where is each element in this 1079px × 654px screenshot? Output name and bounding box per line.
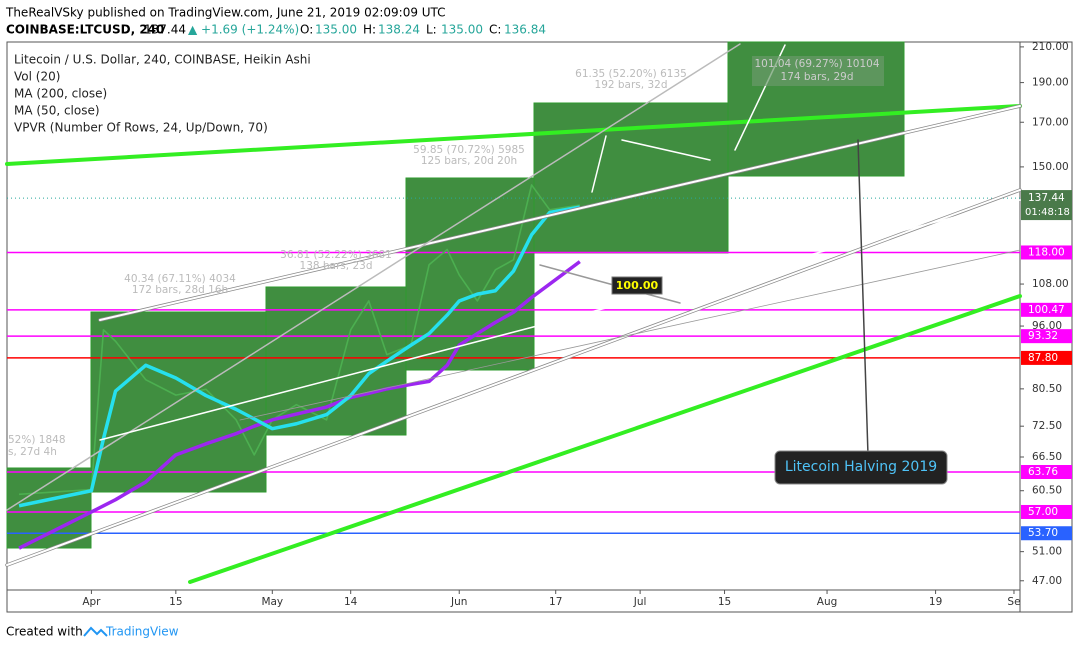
ohlc-value: 136.84 [504,23,546,37]
footer-text: Created with [6,625,83,639]
x-tick-label: Jul [633,596,647,608]
brand-logo [83,626,108,637]
x-tick-label: Aug [817,596,838,608]
x-tick-label: 15 [718,596,731,608]
trend-lines [5,43,1022,584]
annotation: 61.35 (52.20%) 6135 [575,68,687,80]
box [6,467,92,549]
arrow [591,135,607,193]
level-tag-label: 118.00 [1028,246,1065,258]
callout-pointer [857,139,869,456]
annotation: 40.34 (67.11%) 4034 [124,273,236,285]
last: 137.44 [144,23,186,37]
ohlc-label: L: [426,23,437,37]
box [405,177,535,371]
level-tag [1021,504,1072,519]
level-tag-label: 100.47 [1028,304,1065,316]
x-tick-label: Apr [82,596,101,608]
level-tag [1021,245,1072,260]
annotation: 172 bars, 28d 16h [132,284,228,296]
channel-line [239,249,1021,421]
series-line [19,184,580,496]
y-tick-label: 108.00 [1032,278,1069,290]
footer-brand[interactable]: TradingView [105,625,179,639]
level-tag [1021,329,1072,344]
annotation: 52%) 1848 [8,434,66,446]
y-tick-label: 80.50 [1032,383,1062,395]
level-tag-label: 63.76 [1028,466,1058,478]
ohlc: O: 135.00 H: 138.24 L: 135.00 C: 136.84 [300,23,546,37]
annotation: 101.04 (69.27%) 10104 [754,58,879,70]
annotation: s, 27d 4h [8,446,57,458]
level-tag-label: 57.00 [1028,506,1058,518]
legend-entry: MA (50, close) [14,104,100,118]
annotation: 125 bars, 20d 20h [421,155,517,167]
level-tag [1021,526,1072,541]
legend: Litecoin / U.S. Dollar, 240, COINBASE, H… [14,53,311,135]
trend-line [6,189,1021,566]
change: ▲ +1.69 (+1.24%) [188,23,299,37]
annotation: 36.81 (52.22%) 3681 [280,249,392,261]
legend-entry: Vol (20) [14,70,60,84]
level-tag-label: 93.32 [1028,330,1058,342]
ohlc-label: H: [363,23,376,37]
y-tick-label: 150.00 [1032,161,1069,173]
x-tick-label: 19 [929,596,942,608]
y-tick-label: 96.00 [1032,320,1062,332]
price-label: 100.00 [616,279,659,292]
ohlc-label: C: [489,23,501,37]
y-tick-label: 210.00 [1032,41,1069,53]
ohlc-label: O: [300,23,313,37]
y-tick-label: 170.00 [1032,116,1069,128]
callout-text: Litecoin Halving 2019 [785,459,937,475]
trend-line [99,105,1021,321]
last-price-label: 137.44 [1028,192,1065,204]
y-tick-label: 72.50 [1032,420,1062,432]
trend-line [188,294,1022,584]
level-tag-label: 53.70 [1028,527,1058,539]
level-tag-label: 87.80 [1028,352,1058,364]
annotations: 52%) 1848 s, 27d 4h 40.34 (67.11%) 4034 … [8,56,948,485]
ohlc-value: 135.00 [441,23,483,37]
trend-line [5,104,1022,166]
box [265,286,407,436]
x-tick-label: 17 [549,596,562,608]
x-tick-label: 15 [169,596,182,608]
callout-box [774,450,948,485]
y-tick-label: 60.50 [1032,485,1062,497]
channel-line [539,264,681,304]
x-tick-label: May [261,596,283,608]
y-tick-label: 190.00 [1032,77,1069,89]
axes: 210.00 190.00 170.00 150.00 108.00 96.00 80.50… [82,41,1072,608]
annotation: 138 bars, 23d [300,260,373,272]
level-tag [1021,350,1072,365]
box [90,311,267,493]
x-tick-label: Se [1007,596,1020,608]
publisher: TheRealVSky published on TradingView.com… [5,6,446,20]
level-tag [1021,302,1072,317]
x-tick-label: 14 [344,596,358,608]
arrow [621,139,711,161]
symbol: COINBASE:LTCUSD, 240 [6,23,164,37]
y-tick-label: 47.00 [1032,575,1062,587]
y-tick-label: 51.00 [1032,546,1062,558]
annotation: 192 bars, 32d [595,79,668,91]
annotation-box [752,56,884,86]
y-tick-label: 66.50 [1032,451,1062,463]
ohlc-value: 135.00 [315,23,357,37]
legend-entry: VPVR (Number Of Rows, 24, Up/Down, 70) [14,121,268,135]
legend-entry: MA (200, close) [14,87,107,101]
channel-line [99,199,1021,441]
level-tag [1021,465,1072,480]
countdown: 01:48:18 [1025,207,1070,218]
ohlc-value: 138.24 [378,23,420,37]
last-price-tag [1021,190,1072,221]
x-tick-label: Jun [450,596,467,608]
price-label-box [611,276,663,295]
legend-entry: Litecoin / U.S. Dollar, 240, COINBASE, H… [14,53,311,67]
annotation: 59.85 (70.72%) 5985 [413,144,525,156]
annotation: 174 bars, 29d [781,71,854,83]
